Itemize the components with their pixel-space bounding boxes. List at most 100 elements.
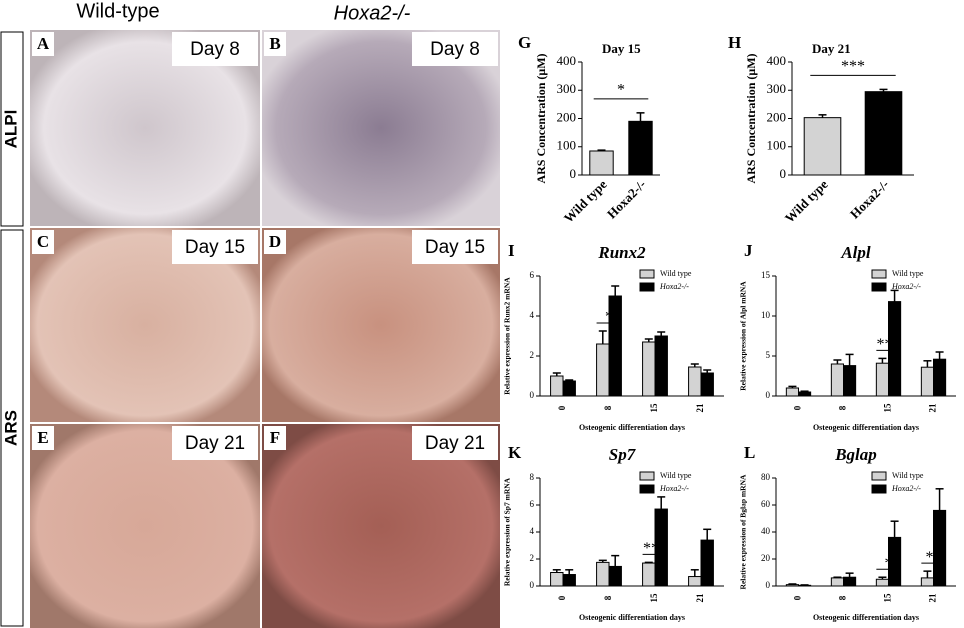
significance: *** (841, 58, 865, 75)
bar (875, 578, 889, 587)
bar (785, 584, 799, 587)
bar (798, 391, 812, 397)
panel-letter: A (37, 34, 50, 53)
x-tick-label: 8 (838, 405, 848, 410)
bar (920, 577, 934, 587)
panel-letter: G (518, 33, 531, 52)
row-title: ALPl (1, 110, 20, 149)
x-tick-label: 15 (883, 593, 893, 603)
y-tick-label: 200 (557, 109, 577, 124)
bar (830, 363, 844, 397)
bar (843, 365, 857, 397)
bar (875, 362, 889, 397)
y-tick-label: 0 (570, 166, 577, 181)
y-tick-label: 2 (530, 350, 535, 360)
x-axis-label: Osteogenic differentiation days (579, 423, 685, 432)
label-box (412, 230, 498, 264)
y-tick-label: 6 (530, 270, 535, 280)
significance: * (885, 555, 893, 572)
column-title: Hoxa2-/- (334, 2, 411, 24)
x-tick-label: 8 (838, 595, 848, 600)
significance: *** (643, 540, 667, 557)
significance: *** (877, 336, 901, 353)
y-tick-label: 4 (530, 526, 535, 536)
y-tick-label: 100 (767, 138, 787, 153)
legend-swatch (871, 471, 887, 481)
significance: * (617, 82, 625, 99)
x-tick-label: 21 (695, 403, 705, 413)
legend-label: Wild type (660, 269, 692, 278)
bar (700, 372, 714, 397)
photo-panels: Wild-type Hoxa2-/- ALPl ARS (0, 0, 500, 628)
significance: * (605, 309, 613, 326)
y-tick-label: 200 (767, 109, 787, 124)
legend-label: Wild type (660, 471, 692, 480)
significance: ** (926, 549, 942, 566)
y-tick-label: 8 (530, 472, 535, 482)
panel-letter: B (269, 34, 280, 53)
label-box (412, 32, 498, 66)
day-label: Day 21 (185, 433, 245, 454)
label-box (32, 32, 54, 56)
legend-label: Wild type (892, 269, 924, 278)
x-tick-label: 8 (603, 405, 613, 410)
bar (785, 387, 799, 397)
y-tick-label: 300 (767, 81, 787, 96)
panel-letter: I (508, 241, 515, 260)
bar (608, 565, 622, 587)
label-box (32, 426, 54, 450)
x-axis-label: Osteogenic differentiation days (579, 613, 685, 622)
x-tick-label: 15 (883, 403, 893, 413)
chart-title: Bglap (834, 445, 877, 464)
day-label: Day 8 (430, 39, 480, 60)
day-label: Day 8 (190, 39, 240, 60)
y-tick-label: 10 (761, 310, 771, 320)
y-tick-label: 2 (530, 553, 535, 563)
x-tick-label: 21 (928, 403, 938, 413)
x-axis-label: Osteogenic differentiation days (813, 423, 919, 432)
x-tick-label: 21 (928, 593, 938, 603)
y-axis-label: Relative expression of Bglap mRNA (739, 474, 748, 589)
legend-swatch (639, 282, 655, 292)
panel-letter: C (37, 232, 49, 251)
chart-title: Day 15 (602, 41, 641, 56)
legend-swatch (639, 484, 655, 494)
legend-label: Hoxa2-/- (659, 484, 689, 493)
x-tick-label: Wild type (782, 176, 831, 225)
x-tick-label: 15 (649, 593, 659, 603)
y-tick-label: 0 (530, 390, 535, 400)
x-tick-label: 8 (603, 595, 613, 600)
y-tick-label: 0 (766, 580, 771, 590)
legend-swatch (639, 269, 655, 279)
bar (830, 577, 844, 587)
y-tick-label: 0 (530, 580, 535, 590)
y-axis-label: Relative expression of Runx2 mRNA (503, 277, 512, 395)
legend-label: Hoxa2-/- (659, 282, 689, 291)
legend-label: Hoxa2-/- (891, 282, 921, 291)
y-tick-label: 4 (530, 310, 535, 320)
label-box (264, 426, 286, 450)
bar (642, 562, 656, 587)
chart-title: Day 21 (812, 41, 851, 56)
day-label: Day 21 (425, 433, 485, 454)
bar (700, 539, 714, 587)
label-box (264, 32, 286, 56)
bar (628, 120, 653, 176)
x-axis-label: Osteogenic differentiation days (813, 613, 919, 622)
y-tick-label: 40 (761, 526, 771, 536)
y-tick-label: 6 (530, 499, 535, 509)
panel-letter: J (744, 241, 753, 260)
label-box (172, 32, 258, 66)
legend-swatch (871, 484, 887, 494)
x-tick-label: 21 (695, 593, 705, 603)
legend-label: Hoxa2-/- (891, 484, 921, 493)
x-tick-label: Hoxa2-/- (847, 177, 892, 222)
x-tick-label: 0 (557, 405, 567, 410)
panel-letter: L (744, 443, 755, 462)
bar (550, 572, 564, 587)
bar (596, 343, 610, 397)
x-tick-label: Wild type (561, 176, 610, 225)
y-axis-label: ARS Concentration (μM) (534, 53, 548, 183)
bar (933, 358, 947, 397)
